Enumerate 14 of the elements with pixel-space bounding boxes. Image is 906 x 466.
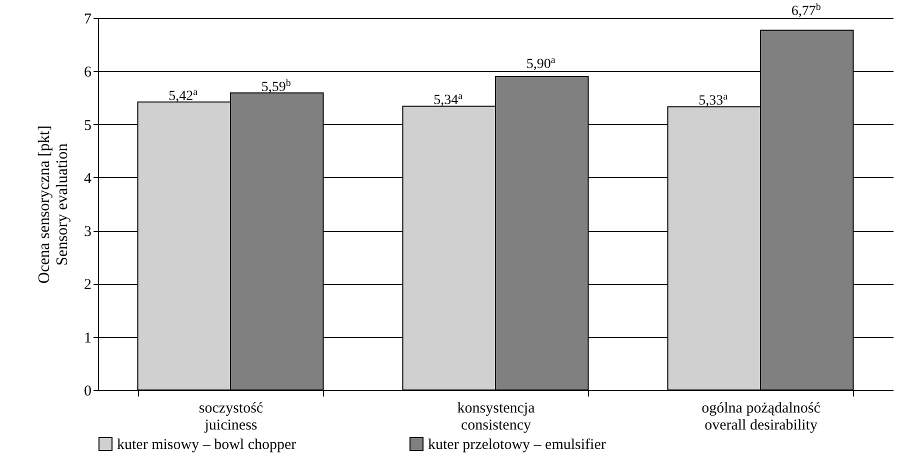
x-tick-label: konsystencja consistency	[457, 400, 536, 434]
y-tick-label: 5	[84, 118, 92, 134]
legend-label: kuter misowy – bowl chopper	[117, 436, 296, 453]
legend-label: kuter przelotowy – emulsifier	[428, 436, 606, 453]
x-tick-label: soczystość juiciness	[198, 400, 264, 434]
y-tick-label: 6	[84, 64, 92, 81]
x-tick-label: ogólna pożądalność overall desirability	[702, 400, 821, 434]
y-axis-title: Ocena sensoryczna [pkt] Sensory evaluation	[36, 125, 71, 284]
y-tick-label: 7	[84, 12, 92, 28]
y-tick-label: 2	[84, 277, 92, 294]
y-tick-label: 3	[84, 224, 92, 240]
y-tick-label: 4	[84, 170, 92, 187]
y-tick-label: 0	[84, 384, 92, 400]
y-tick-label: 1	[84, 330, 92, 346]
